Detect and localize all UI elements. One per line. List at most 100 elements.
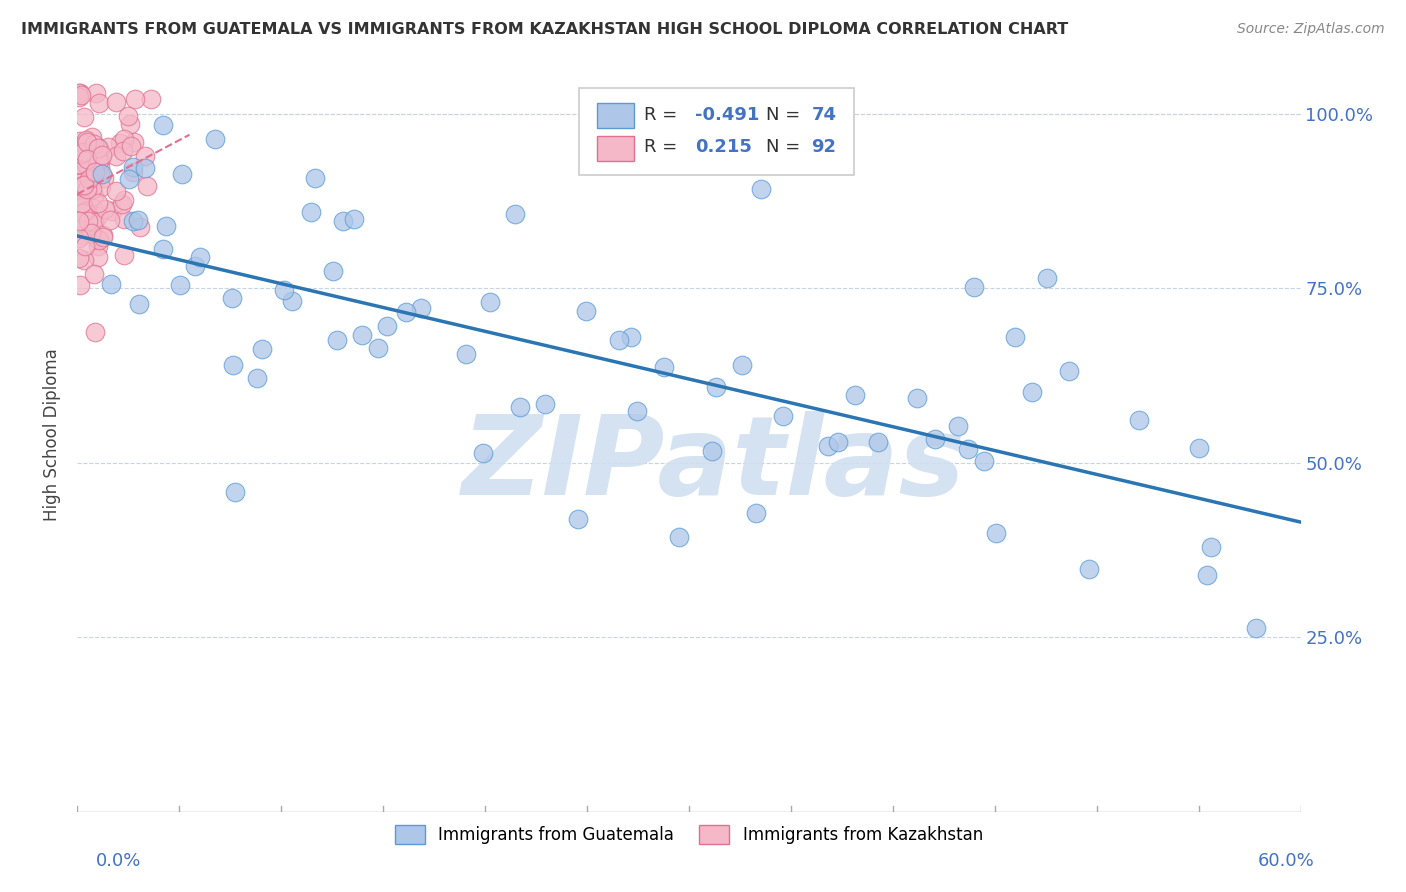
Point — [817, 439, 839, 453]
Point — [128, 297, 150, 311]
Point — [188, 250, 211, 264]
Point — [70, 183, 93, 197]
Point — [87, 95, 110, 110]
Legend: Immigrants from Guatemala, Immigrants from Kazakhstan: Immigrants from Guatemala, Immigrants fr… — [387, 817, 991, 853]
Text: 0.215: 0.215 — [695, 138, 752, 156]
Point — [1128, 413, 1150, 427]
Point — [111, 196, 134, 211]
Point — [304, 170, 326, 185]
Point — [224, 485, 246, 500]
Point — [83, 215, 105, 229]
Text: Source: ZipAtlas.com: Source: ZipAtlas.com — [1237, 22, 1385, 37]
Point — [98, 212, 121, 227]
Point — [90, 148, 112, 162]
Point — [70, 146, 93, 161]
Point — [120, 138, 142, 153]
Bar — [598, 103, 634, 128]
Point — [83, 189, 105, 203]
Point — [67, 183, 90, 197]
Point — [575, 304, 598, 318]
Point — [89, 141, 111, 155]
Point — [89, 233, 111, 247]
Point — [1197, 568, 1219, 582]
Point — [411, 301, 433, 315]
Point — [626, 403, 648, 417]
Point — [67, 89, 90, 103]
Point — [326, 333, 349, 347]
Point — [72, 180, 94, 194]
Point — [83, 267, 105, 281]
Point — [745, 506, 768, 520]
Point — [905, 391, 928, 405]
Point — [139, 92, 162, 106]
Point — [94, 202, 117, 217]
Point — [76, 152, 98, 166]
Point — [70, 179, 93, 194]
Point — [101, 204, 124, 219]
Point — [82, 201, 104, 215]
Point — [87, 250, 110, 264]
Point — [117, 109, 139, 123]
Point — [169, 277, 191, 292]
Point — [111, 144, 134, 158]
Point — [87, 210, 110, 224]
Point — [986, 525, 1008, 540]
Y-axis label: High School Diploma: High School Diploma — [42, 349, 60, 521]
Point — [87, 196, 110, 211]
Point — [112, 193, 135, 207]
Point — [90, 180, 112, 194]
Point — [322, 263, 344, 277]
Point — [112, 248, 135, 262]
Point — [1021, 384, 1043, 399]
Point — [75, 204, 97, 219]
Point — [87, 153, 110, 168]
Point — [105, 185, 128, 199]
Point — [273, 283, 295, 297]
Point — [170, 167, 193, 181]
Point — [72, 145, 94, 160]
Point — [69, 86, 91, 100]
Point — [76, 159, 98, 173]
Point — [152, 118, 174, 132]
Point — [652, 360, 675, 375]
Point — [122, 165, 145, 179]
Point — [112, 132, 135, 146]
Point — [478, 295, 501, 310]
Point — [67, 157, 90, 171]
Point — [67, 251, 90, 265]
Point — [124, 92, 146, 106]
Point — [1078, 562, 1101, 576]
Point — [454, 347, 477, 361]
Point — [221, 358, 243, 372]
Point — [70, 196, 93, 211]
Point — [89, 167, 111, 181]
Point — [86, 86, 108, 100]
Point — [122, 135, 145, 149]
Point — [73, 178, 96, 193]
Point — [534, 397, 557, 411]
Point — [129, 219, 152, 234]
Point — [104, 149, 127, 163]
Point — [281, 294, 304, 309]
Text: 60.0%: 60.0% — [1258, 852, 1315, 870]
Point — [75, 133, 97, 147]
Point — [83, 325, 105, 339]
Point — [67, 176, 90, 190]
Point — [221, 291, 243, 305]
Text: ZIPatlas: ZIPatlas — [461, 411, 966, 518]
Point — [93, 230, 115, 244]
Point — [72, 199, 94, 213]
Point — [1036, 271, 1059, 285]
Point — [749, 182, 772, 196]
Point — [772, 409, 794, 424]
Point — [72, 136, 94, 151]
Point — [112, 212, 135, 227]
Point — [245, 371, 267, 385]
Point — [134, 161, 156, 175]
Point — [67, 161, 90, 175]
Text: N =: N = — [766, 105, 806, 123]
Point — [72, 252, 94, 267]
Point — [135, 178, 157, 193]
Point — [76, 214, 98, 228]
Text: 74: 74 — [811, 105, 837, 123]
